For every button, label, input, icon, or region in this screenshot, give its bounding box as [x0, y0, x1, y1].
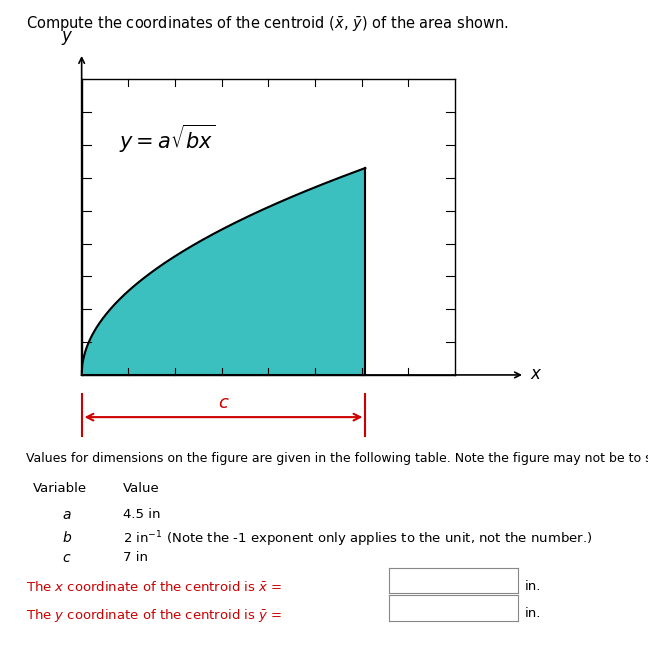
Text: Variable: Variable	[32, 482, 87, 495]
Text: $y = a\sqrt{bx}$: $y = a\sqrt{bx}$	[119, 122, 216, 155]
Text: $x$: $x$	[529, 367, 542, 383]
Text: The $x$ coordinate of the centroid is $\bar{x}$ =: The $x$ coordinate of the centroid is $\…	[26, 580, 283, 594]
Text: in.: in.	[525, 607, 541, 620]
Text: Value: Value	[123, 482, 160, 495]
Text: 2 in$^{-1}$ (Note the -1 exponent only applies to the unit, not the number.): 2 in$^{-1}$ (Note the -1 exponent only a…	[123, 530, 592, 549]
Text: $b$: $b$	[62, 530, 72, 545]
Polygon shape	[82, 168, 365, 375]
Text: in.: in.	[525, 580, 541, 593]
Text: Values for dimensions on the figure are given in the following table. Note the f: Values for dimensions on the figure are …	[26, 452, 648, 464]
Text: $y$: $y$	[62, 29, 74, 47]
Text: 7 in: 7 in	[123, 551, 148, 564]
Text: Compute the coordinates of the centroid ($\bar{x}$, $\bar{y}$) of the area shown: Compute the coordinates of the centroid …	[26, 15, 509, 33]
Text: $c$: $c$	[218, 395, 229, 412]
Text: The $y$ coordinate of the centroid is $\bar{y}$ =: The $y$ coordinate of the centroid is $\…	[26, 607, 283, 624]
Text: $a$: $a$	[62, 508, 71, 522]
Text: $c$: $c$	[62, 551, 71, 565]
Text: 4.5 in: 4.5 in	[123, 508, 161, 521]
